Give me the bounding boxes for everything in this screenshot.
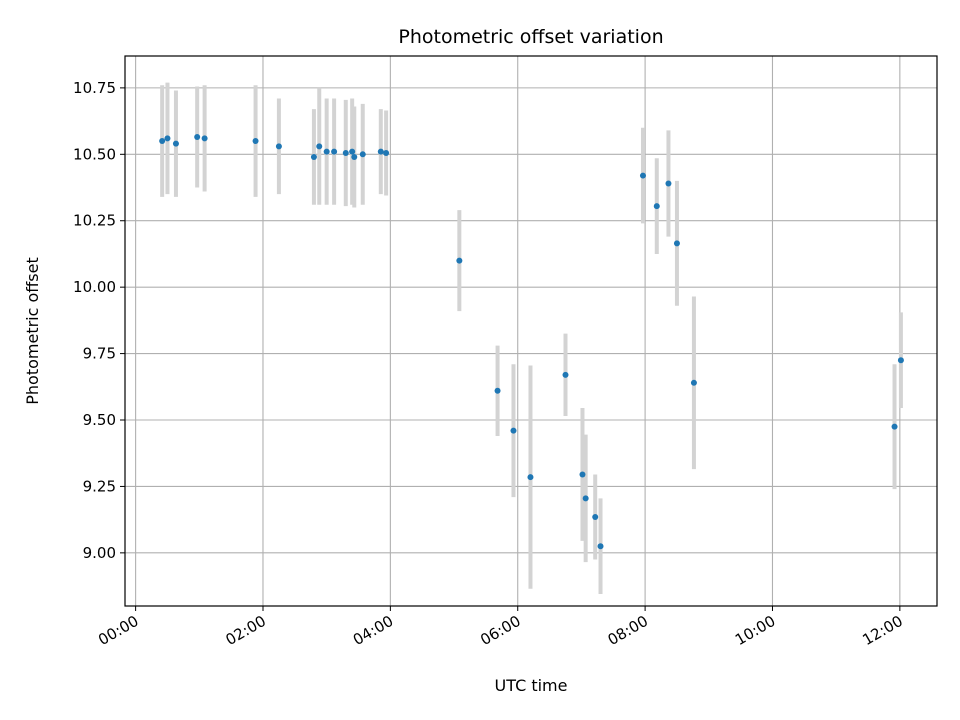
data-point xyxy=(891,423,898,430)
data-point xyxy=(690,379,697,386)
grid xyxy=(125,56,937,606)
data-point xyxy=(331,148,338,155)
plot-frame xyxy=(124,55,938,607)
data-point xyxy=(456,257,463,264)
y-axis-title: Photometric offset xyxy=(23,257,42,405)
y-axis-ticks: 9.00 9.25 9.50 9.75 10.00 10.25 10.50 10.75 xyxy=(73,79,125,562)
data-point xyxy=(639,172,646,179)
data-point xyxy=(323,148,330,155)
data-point xyxy=(673,240,680,247)
data-point xyxy=(527,474,534,481)
data-point xyxy=(275,143,282,150)
data-point xyxy=(897,357,904,364)
data-point xyxy=(377,148,384,155)
data-point xyxy=(310,153,317,160)
data-point xyxy=(383,149,390,156)
data-point xyxy=(351,153,358,160)
y-tick-label: 10.75 xyxy=(73,79,116,97)
data-point xyxy=(201,135,208,142)
y-tick-label: 10.25 xyxy=(73,212,116,230)
y-tick-label: 9.00 xyxy=(83,544,116,562)
data-point xyxy=(164,135,171,142)
data-point xyxy=(597,543,604,550)
data-point xyxy=(665,180,672,187)
data-point xyxy=(342,149,349,156)
data-point xyxy=(194,134,201,141)
data-point xyxy=(349,148,356,155)
data-point xyxy=(592,513,599,520)
data-point xyxy=(562,371,569,378)
x-axis-title: UTC time xyxy=(495,676,568,695)
y-tick-label: 9.75 xyxy=(83,345,116,363)
y-tick-label: 9.50 xyxy=(83,411,116,429)
y-tick-label: 10.00 xyxy=(73,278,116,296)
data-point xyxy=(172,140,179,147)
data-point xyxy=(494,387,501,394)
data-point xyxy=(510,427,517,434)
data-point xyxy=(579,471,586,478)
y-tick-label: 9.25 xyxy=(83,477,116,495)
data-point xyxy=(653,203,660,210)
data-point xyxy=(359,151,366,158)
data-point xyxy=(252,138,259,145)
y-tick-label: 10.50 xyxy=(73,145,116,163)
data-point xyxy=(316,143,323,150)
data-point xyxy=(159,138,166,145)
data-points xyxy=(159,134,904,550)
data-point xyxy=(582,495,589,502)
chart-title: Photometric offset variation xyxy=(398,26,663,48)
